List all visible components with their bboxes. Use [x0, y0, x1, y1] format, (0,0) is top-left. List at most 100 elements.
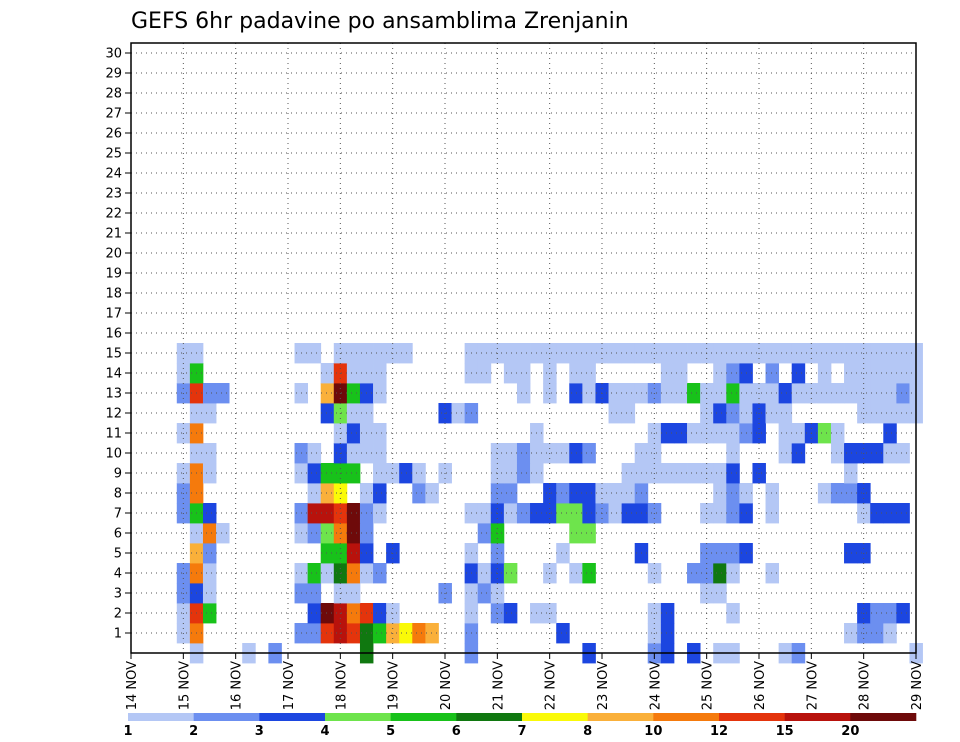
legend-label: 8 — [583, 724, 592, 739]
legend-swatch — [259, 713, 326, 721]
x-tick-label: 26 NOV — [753, 661, 768, 710]
heatmap-cell — [726, 543, 740, 564]
x-tick-label: 19 NOV — [387, 661, 402, 710]
heatmap-cell — [346, 503, 361, 524]
heatmap-cell — [844, 443, 858, 464]
y-tick-label: 11 — [105, 427, 122, 442]
legend-label: 15 — [776, 724, 794, 739]
heatmap-cell — [307, 583, 322, 604]
heatmap-cell — [516, 383, 531, 404]
heatmap-cell — [202, 403, 217, 424]
y-tick-label: 14 — [105, 367, 122, 382]
heatmap-cells — [176, 343, 923, 664]
x-tick-label: 24 NOV — [648, 661, 663, 710]
heatmap-cell — [320, 403, 335, 424]
heatmap-cell — [582, 383, 596, 404]
heatmap-cell — [399, 623, 413, 644]
heatmap-cell — [726, 423, 740, 444]
heatmap-cell — [778, 423, 793, 444]
heatmap-cell — [373, 363, 387, 384]
heatmap-cell — [320, 543, 335, 564]
heatmap-cell — [830, 343, 845, 364]
legend-swatch — [456, 713, 523, 721]
legend-label: 5 — [386, 724, 395, 739]
heatmap-cell — [830, 423, 845, 444]
plot-frame — [130, 42, 917, 654]
chart-grid — [130, 43, 917, 653]
heatmap-cell — [202, 463, 217, 484]
heatmap-cell — [713, 563, 727, 584]
heatmap-cell — [582, 363, 596, 384]
heatmap-cell — [896, 603, 910, 624]
heatmap-cell — [346, 423, 361, 444]
heatmap-cell — [477, 503, 492, 524]
y-tick-label: 30 — [105, 47, 122, 62]
heatmap-cell — [320, 503, 335, 524]
heatmap-cell — [713, 343, 727, 364]
heatmap-cell — [621, 343, 636, 364]
heatmap-cell — [477, 563, 492, 584]
heatmap-cell — [726, 343, 740, 364]
y-axis: 1234567891011121314151617181920212223242… — [105, 47, 131, 642]
heatmap-cell — [503, 503, 518, 524]
heatmap-cell — [883, 383, 897, 404]
heatmap-cell — [765, 483, 780, 504]
heatmap-cell — [660, 463, 675, 484]
legend-swatch — [128, 713, 194, 721]
heatmap-cell — [516, 463, 531, 484]
heatmap-cell — [202, 563, 217, 584]
heatmap-cell — [412, 623, 426, 644]
y-tick-label: 27 — [105, 107, 122, 122]
heatmap-cell — [817, 363, 832, 384]
heatmap-cell — [791, 443, 806, 464]
heatmap-cell — [713, 363, 727, 384]
heatmap-cell — [516, 503, 531, 524]
heatmap-cell — [726, 503, 740, 524]
heatmap-cell — [687, 343, 701, 364]
y-tick-label: 4 — [114, 567, 122, 582]
heatmap-cell — [621, 503, 636, 524]
legend-label: 10 — [644, 724, 662, 739]
heatmap-cell — [307, 563, 322, 584]
heatmap-cell — [713, 423, 727, 444]
x-tick-label: 14 NOV — [125, 661, 140, 710]
heatmap-cell — [621, 403, 636, 424]
y-tick-label: 25 — [105, 147, 122, 162]
heatmap-cell — [373, 603, 387, 624]
y-tick-label: 22 — [105, 207, 122, 222]
x-axis: 14 NOV 15 NOV 16 NOV 17 NOV 18 NOV 19 NOV 20 N… — [125, 653, 925, 710]
heatmap-cell — [713, 463, 727, 484]
x-tick-label: 16 NOV — [230, 661, 245, 710]
heatmap-cell — [844, 483, 858, 504]
heatmap-cell — [373, 503, 387, 524]
heatmap-cell — [687, 423, 701, 444]
heatmap-cell — [896, 343, 910, 364]
x-tick-label: 17 NOV — [282, 661, 297, 710]
heatmap-cell — [765, 503, 780, 524]
heatmap-cell — [713, 483, 727, 504]
heatmap-cell — [791, 343, 806, 364]
heatmap-cell — [320, 603, 335, 624]
heatmap-cell — [556, 343, 570, 364]
y-tick-label: 9 — [114, 467, 122, 482]
heatmap-cell — [778, 383, 793, 404]
heatmap-cell — [503, 363, 518, 384]
heatmap-cell — [346, 623, 361, 644]
heatmap-cell — [373, 563, 387, 584]
y-tick-label: 8 — [114, 487, 122, 502]
heatmap-cell — [844, 363, 858, 384]
heatmap-cell — [346, 563, 361, 584]
y-tick-label: 1 — [114, 627, 122, 642]
heatmap-cell — [373, 383, 387, 404]
heatmap-cell — [883, 363, 897, 384]
heatmap-cell — [621, 483, 636, 504]
heatmap-cell — [726, 603, 740, 624]
legend-swatch — [587, 713, 654, 721]
heatmap-cell — [621, 383, 636, 404]
heatmap-cell — [307, 483, 322, 504]
heatmap-cell — [608, 483, 623, 504]
heatmap-cell — [373, 483, 387, 504]
heatmap-cell — [346, 523, 361, 544]
heatmap-cell — [307, 463, 322, 484]
x-tick-label: 20 NOV — [439, 661, 454, 710]
